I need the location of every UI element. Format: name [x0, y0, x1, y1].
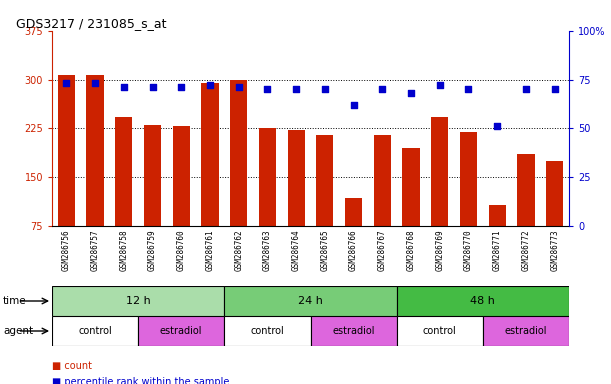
Bar	[374, 135, 391, 226]
Bar	[52, 286, 224, 316]
Text: GDS3217 / 231085_s_at: GDS3217 / 231085_s_at	[16, 17, 166, 30]
Text: 12 h: 12 h	[126, 296, 150, 306]
Text: GSM286772: GSM286772	[521, 229, 530, 271]
Text: GSM286761: GSM286761	[205, 229, 214, 271]
Bar	[518, 154, 535, 226]
Bar	[144, 125, 161, 226]
Text: GSM286773: GSM286773	[550, 229, 559, 271]
Text: GSM286771: GSM286771	[492, 229, 502, 271]
Bar	[403, 148, 420, 226]
Bar	[58, 75, 75, 226]
Text: GSM286767: GSM286767	[378, 229, 387, 271]
Text: GSM286757: GSM286757	[90, 229, 100, 271]
Text: GSM286770: GSM286770	[464, 229, 473, 271]
Point	[205, 82, 215, 88]
Text: GSM286762: GSM286762	[234, 229, 243, 271]
Bar	[138, 316, 224, 346]
Bar	[431, 117, 448, 226]
Bar	[87, 75, 104, 226]
Text: GSM286760: GSM286760	[177, 229, 186, 271]
Bar	[310, 316, 397, 346]
Text: ■ percentile rank within the sample: ■ percentile rank within the sample	[52, 377, 229, 384]
Point	[550, 86, 560, 93]
Text: GSM286766: GSM286766	[349, 229, 358, 271]
Text: control: control	[251, 326, 284, 336]
Text: GSM286765: GSM286765	[320, 229, 329, 271]
Bar	[52, 316, 138, 346]
Point	[406, 90, 416, 96]
Bar	[115, 117, 133, 226]
Text: GSM286768: GSM286768	[406, 229, 415, 271]
Point	[263, 86, 273, 93]
Bar	[546, 161, 563, 226]
Bar	[489, 205, 506, 226]
Point	[521, 86, 531, 93]
Bar	[259, 128, 276, 226]
Text: GSM286756: GSM286756	[62, 229, 71, 271]
Point	[62, 80, 71, 86]
Point	[492, 123, 502, 129]
Text: GSM286759: GSM286759	[148, 229, 157, 271]
Text: 48 h: 48 h	[470, 296, 496, 306]
Bar	[483, 316, 569, 346]
Text: GSM286769: GSM286769	[435, 229, 444, 271]
Point	[148, 84, 158, 90]
Text: 24 h: 24 h	[298, 296, 323, 306]
Point	[90, 80, 100, 86]
Bar	[224, 286, 397, 316]
Text: agent: agent	[3, 326, 33, 336]
Bar	[397, 316, 483, 346]
Bar	[460, 132, 477, 226]
Bar	[224, 316, 310, 346]
Point	[320, 86, 330, 93]
Text: estradiol: estradiol	[160, 326, 202, 336]
Bar	[316, 135, 334, 226]
Text: estradiol: estradiol	[505, 326, 547, 336]
Text: GSM286758: GSM286758	[119, 229, 128, 271]
Point	[234, 84, 244, 90]
Bar	[288, 130, 305, 226]
Bar	[230, 79, 247, 226]
Text: ■ count: ■ count	[52, 361, 92, 371]
Point	[349, 102, 359, 108]
Point	[177, 84, 186, 90]
Point	[435, 82, 445, 88]
Text: control: control	[423, 326, 456, 336]
Bar	[397, 286, 569, 316]
Text: GSM286763: GSM286763	[263, 229, 272, 271]
Text: GSM286764: GSM286764	[291, 229, 301, 271]
Text: estradiol: estradiol	[332, 326, 375, 336]
Bar	[173, 126, 190, 226]
Point	[378, 86, 387, 93]
Point	[464, 86, 474, 93]
Point	[119, 84, 129, 90]
Bar	[202, 83, 219, 226]
Bar	[345, 198, 362, 226]
Point	[291, 86, 301, 93]
Text: control: control	[78, 326, 112, 336]
Text: time: time	[3, 296, 27, 306]
